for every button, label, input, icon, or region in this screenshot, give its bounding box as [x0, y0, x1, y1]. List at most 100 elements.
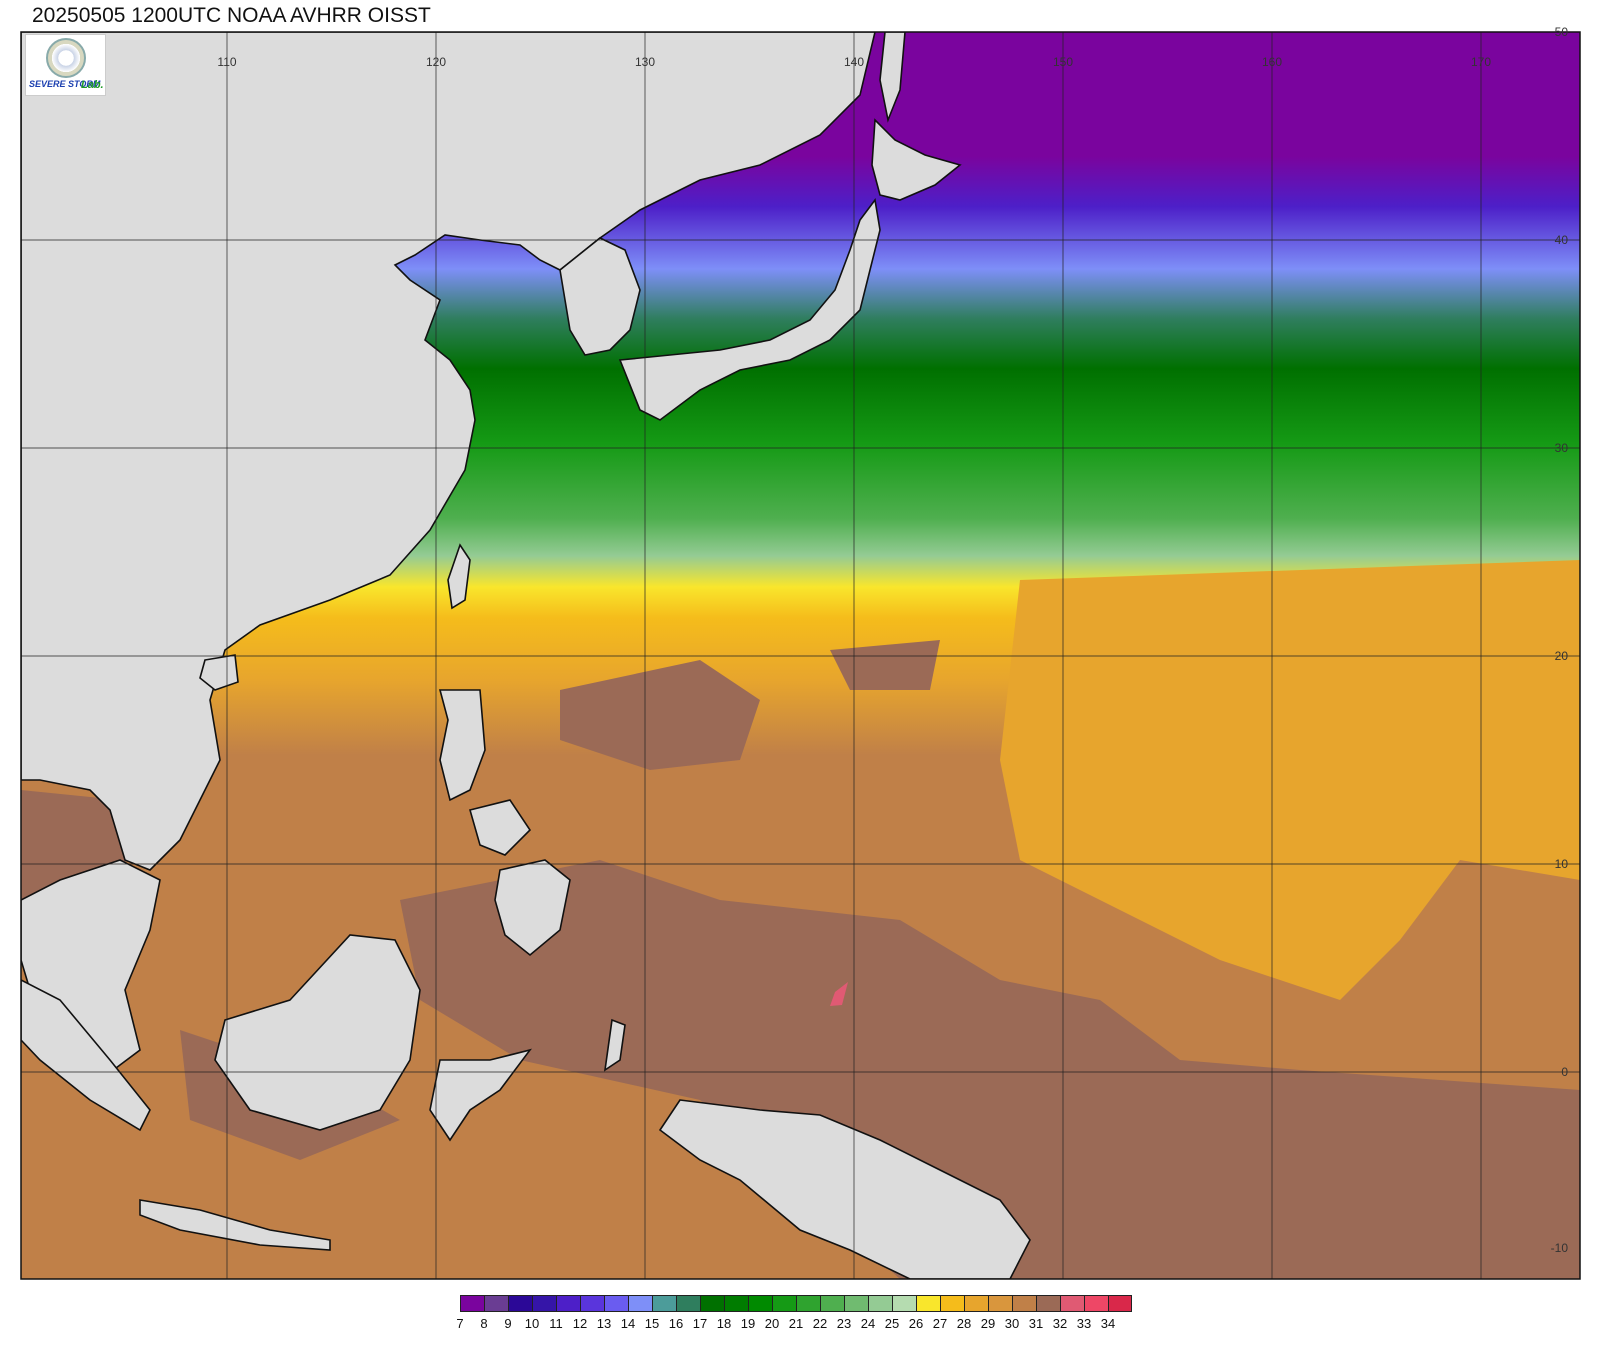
legend-swatch — [628, 1295, 652, 1312]
lab-logo: SEVERE STORM Lab. — [25, 34, 106, 96]
legend-label: 14 — [620, 1316, 636, 1331]
lat-label: 40 — [1555, 233, 1569, 247]
legend-label: 13 — [596, 1316, 612, 1331]
land — [21, 32, 1031, 1279]
legend-label: 8 — [480, 1316, 488, 1331]
warm-pool — [400, 860, 1580, 1279]
map-title: 20250505 1200UTC NOAA AVHRR OISST — [32, 4, 431, 27]
legend-swatch — [892, 1295, 916, 1312]
legend-label: 16 — [668, 1316, 684, 1331]
mindanao — [494, 859, 571, 957]
legend-swatch — [1012, 1295, 1036, 1312]
legend-swatch — [652, 1295, 676, 1312]
lon-label: 160 — [1262, 55, 1282, 69]
lon-label: 130 — [635, 55, 655, 69]
japan-hokkaido — [871, 118, 962, 201]
visayas — [469, 799, 532, 856]
legend-label: 31 — [1028, 1316, 1044, 1331]
legend-swatch — [508, 1295, 532, 1312]
lon-label: 120 — [426, 55, 446, 69]
legend-label: 17 — [692, 1316, 708, 1331]
legend-swatch — [748, 1295, 772, 1312]
lat-label: 30 — [1555, 441, 1569, 455]
seal-icon — [46, 38, 86, 78]
legend-label: 32 — [1052, 1316, 1068, 1331]
color-legend — [460, 1295, 1132, 1312]
legend-swatch — [820, 1295, 844, 1312]
borneo — [214, 934, 421, 1131]
legend-swatch — [676, 1295, 700, 1312]
legend-swatch — [724, 1295, 748, 1312]
legend-swatch — [460, 1295, 484, 1312]
new-guinea — [658, 1099, 1031, 1279]
legend-swatch — [484, 1295, 508, 1312]
legend-label: 33 — [1076, 1316, 1092, 1331]
graticule — [21, 32, 1580, 1279]
sulawesi — [429, 1048, 532, 1142]
luzon — [438, 689, 486, 802]
legend-label: 25 — [884, 1316, 900, 1331]
legend-label: 18 — [716, 1316, 732, 1331]
legend-label: 34 — [1100, 1316, 1116, 1331]
lon-label: 140 — [844, 55, 864, 69]
legend-swatch — [844, 1295, 868, 1312]
legend-label: 27 — [932, 1316, 948, 1331]
legend-swatch — [1060, 1295, 1084, 1312]
sumatra — [21, 979, 151, 1132]
legend-swatch — [868, 1295, 892, 1312]
legend-label: 19 — [740, 1316, 756, 1331]
legend-label: 24 — [860, 1316, 876, 1331]
legend-label: 11 — [549, 1316, 563, 1331]
legend-label: 28 — [956, 1316, 972, 1331]
legend-label: 21 — [788, 1316, 804, 1331]
lat-label: -10 — [1551, 1241, 1569, 1255]
legend-label: 7 — [456, 1316, 464, 1331]
legend-swatch — [1036, 1295, 1060, 1312]
legend-label: 9 — [504, 1316, 512, 1331]
legend-label: 22 — [812, 1316, 828, 1331]
legend-swatch — [988, 1295, 1012, 1312]
legend-label: 15 — [644, 1316, 660, 1331]
lat-label: 20 — [1555, 649, 1569, 663]
logo-text: SEVERE STORM — [29, 79, 101, 89]
legend-swatch — [1108, 1295, 1132, 1312]
legend-swatch — [580, 1295, 604, 1312]
java — [139, 1199, 331, 1251]
legend-swatch — [556, 1295, 580, 1312]
cool-region — [1000, 560, 1580, 1000]
legend-label: 20 — [764, 1316, 780, 1331]
legend-label: 10 — [524, 1316, 540, 1331]
legend-swatch — [964, 1295, 988, 1312]
legend-swatch — [916, 1295, 940, 1312]
legend-label: 29 — [980, 1316, 996, 1331]
sakhalin — [879, 32, 906, 123]
legend-label: 30 — [1004, 1316, 1020, 1331]
warm-pool — [560, 660, 760, 770]
legend-swatch — [700, 1295, 724, 1312]
korea — [559, 237, 641, 356]
legend-swatch — [532, 1295, 556, 1312]
hot-spot — [830, 982, 848, 1006]
lon-label: 170 — [1471, 55, 1491, 69]
asia-mainland — [21, 32, 876, 871]
taiwan — [447, 543, 471, 610]
warm-pool — [830, 640, 940, 690]
lon-label: 110 — [217, 55, 236, 69]
logo-text-lab: Lab. — [81, 79, 104, 91]
legend-swatch — [1084, 1295, 1108, 1312]
legend-swatch — [604, 1295, 628, 1312]
japan-honshu — [618, 198, 881, 421]
legend-swatch — [796, 1295, 820, 1312]
legend-label: 26 — [908, 1316, 924, 1331]
lat-label: 50 — [1555, 25, 1569, 39]
legend-label: 23 — [836, 1316, 852, 1331]
legend-label: 12 — [572, 1316, 588, 1331]
lon-label: 150 — [1053, 55, 1073, 69]
lat-label: 0 — [1561, 1065, 1568, 1079]
lat-label: 10 — [1555, 857, 1569, 871]
halmahera — [603, 1018, 626, 1072]
legend-swatch — [772, 1295, 796, 1312]
legend-labels: 7 8 9 10 11 12 13 14 15 16 17 18 19 20 21 22 23 24 25 26 27 2… — [456, 1316, 1160, 1334]
legend-swatch — [940, 1295, 964, 1312]
